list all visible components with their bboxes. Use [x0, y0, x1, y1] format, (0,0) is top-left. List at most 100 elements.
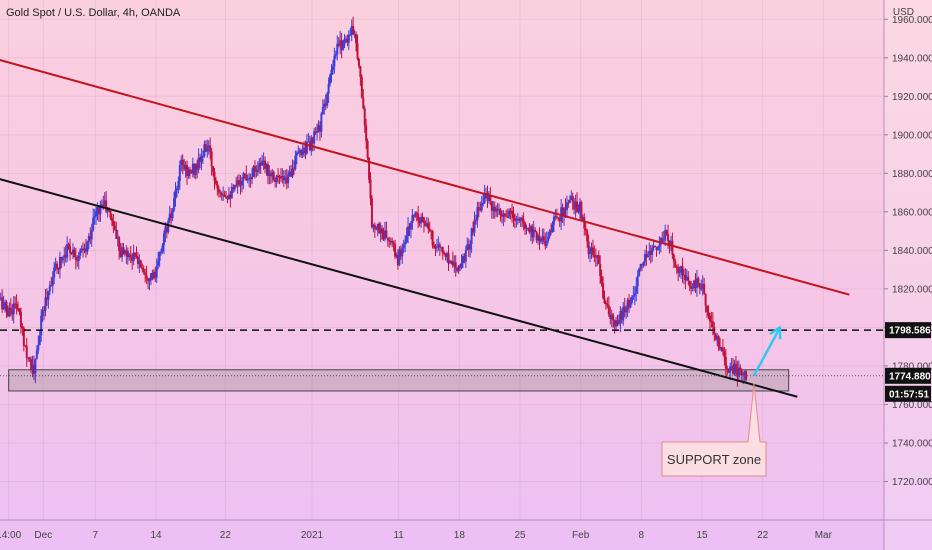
candle-body: [626, 299, 629, 310]
candle-body: [606, 304, 609, 306]
candle-body: [145, 275, 148, 279]
candle-body: [357, 58, 360, 67]
candle-body: [511, 210, 514, 215]
candle-body: [57, 268, 60, 270]
candle-body: [698, 283, 701, 289]
candle-body: [151, 273, 154, 279]
candle-body: [500, 214, 503, 217]
candle-body: [415, 212, 418, 214]
candle-body: [119, 250, 122, 257]
candle-body: [206, 147, 209, 152]
candle-body: [365, 125, 368, 141]
candle-body: [379, 228, 382, 234]
candle-body: [443, 253, 446, 255]
candle-body: [386, 237, 389, 241]
support-zone-layer: [8, 369, 790, 392]
candle-body: [467, 244, 470, 250]
candle-body: [304, 147, 307, 154]
candle-body: [737, 367, 740, 378]
candle-body: [422, 217, 425, 223]
candle-body: [617, 322, 620, 324]
candle-body: [382, 233, 385, 240]
candle-body: [431, 231, 434, 246]
candle-body: [509, 210, 512, 212]
candle-body: [96, 207, 99, 211]
candle-body: [645, 254, 648, 258]
candle-body: [197, 157, 200, 170]
projection-arrow-icon: [769, 326, 782, 340]
candle-body: [233, 185, 236, 190]
candle-body: [349, 34, 352, 36]
candle-body: [174, 190, 177, 199]
candle-body: [389, 240, 392, 242]
support-zone-box: [8, 369, 790, 392]
candle-body: [161, 245, 164, 252]
candle-body: [521, 217, 524, 220]
support-callout-label: SUPPORT zone: [667, 452, 761, 467]
candle-body: [401, 248, 404, 257]
candle-body: [633, 293, 636, 296]
candle-body: [253, 166, 256, 171]
candle-body: [427, 223, 430, 229]
candle-body: [425, 223, 428, 227]
candle-body: [275, 175, 278, 182]
candle-body: [456, 267, 459, 272]
candle-body: [152, 271, 155, 279]
candle-body: [636, 275, 639, 287]
candle-body: [632, 295, 635, 297]
candle-body: [418, 220, 421, 224]
candle-body: [272, 172, 275, 180]
candle-body: [30, 359, 33, 370]
candle-body: [35, 350, 38, 359]
candle-body: [407, 226, 410, 237]
candle-body: [522, 219, 525, 223]
candle-body: [707, 311, 710, 316]
candle-body: [685, 276, 688, 280]
candle-body: [196, 163, 199, 170]
candle-body: [103, 200, 106, 206]
candle-body: [450, 261, 453, 263]
candle-body: [388, 240, 391, 242]
candle-body: [434, 247, 437, 249]
candle-body: [420, 217, 423, 224]
candle-body: [381, 228, 384, 234]
candle-body: [366, 140, 369, 158]
candle-body: [532, 229, 535, 238]
candle-body: [135, 255, 138, 257]
candle-body: [346, 38, 349, 43]
candle-body: [404, 241, 407, 245]
candle-body: [440, 247, 443, 249]
x-tick-label: Dec: [34, 530, 52, 541]
candle-body: [571, 196, 574, 203]
candle-body: [43, 309, 46, 311]
y-tick-label: 1780.000: [892, 361, 932, 372]
candle-body: [31, 364, 34, 370]
candle-body: [149, 273, 152, 281]
candle-body: [344, 38, 347, 40]
candle-body: [411, 215, 414, 224]
candle-body: [628, 299, 631, 308]
candle-body: [668, 240, 671, 246]
candle-body: [89, 236, 92, 240]
candle-body: [245, 174, 248, 181]
candle-body: [298, 150, 301, 153]
candle-body: [203, 144, 206, 156]
candle-body: [486, 192, 489, 201]
candle-body: [180, 159, 183, 166]
candle-body: [555, 216, 558, 218]
candle-body: [171, 210, 174, 219]
candle-body: [18, 308, 21, 313]
candle-body: [591, 247, 594, 255]
candle-body: [339, 40, 342, 46]
candle-body: [652, 246, 655, 248]
candle-body: [405, 236, 408, 242]
candle-body: [66, 244, 69, 258]
candle-body: [651, 247, 654, 255]
candle-body: [6, 310, 9, 316]
candle-body: [721, 347, 724, 352]
y-tick-label: 1820.000: [892, 284, 932, 295]
candle-body: [359, 66, 362, 78]
candle-body: [175, 188, 178, 191]
candle-body: [447, 253, 450, 264]
